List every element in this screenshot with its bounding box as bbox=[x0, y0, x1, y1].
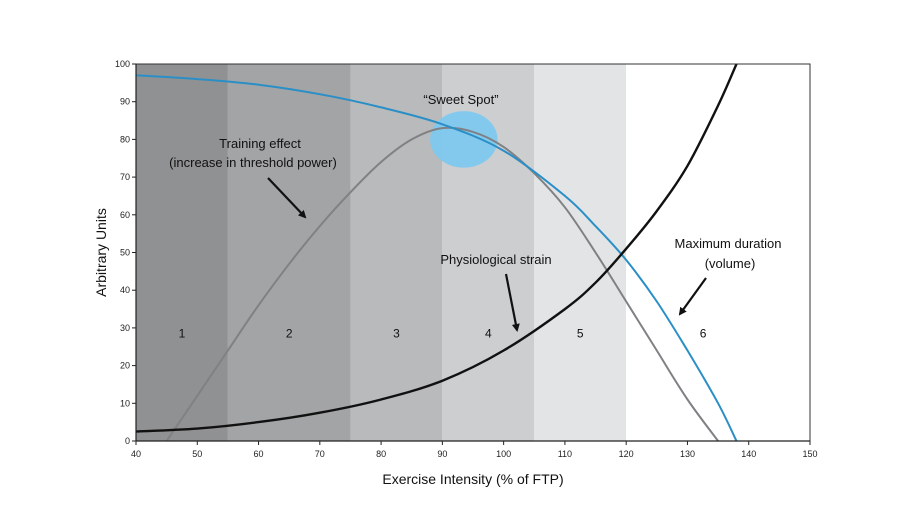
x-tick-label-80: 80 bbox=[376, 449, 386, 459]
physiological-strain-label: Physiological strain bbox=[440, 252, 551, 267]
series-layer bbox=[135, 63, 738, 442]
x-tick-label-70: 70 bbox=[315, 449, 325, 459]
zone-label-4: 4 bbox=[485, 326, 492, 340]
zone-label-2: 2 bbox=[286, 326, 293, 340]
maximum-duration-label-line1: Maximum duration bbox=[675, 236, 782, 251]
x-tick-label-90: 90 bbox=[437, 449, 447, 459]
zone-band-5 bbox=[534, 64, 627, 441]
sweet-spot-ellipse bbox=[430, 111, 498, 168]
y-tick-label-60: 60 bbox=[120, 210, 130, 220]
zone-band-6 bbox=[626, 64, 810, 441]
y-tick-label-0: 0 bbox=[125, 436, 130, 446]
y-tick-label-80: 80 bbox=[120, 134, 130, 144]
x-axis-title: Exercise Intensity (% of FTP) bbox=[382, 471, 563, 487]
zone-band-3 bbox=[350, 64, 443, 441]
training-effect-label-line1: Training effect bbox=[219, 136, 301, 151]
x-tick-label-50: 50 bbox=[192, 449, 202, 459]
y-tick-label-30: 30 bbox=[120, 323, 130, 333]
y-tick-label-90: 90 bbox=[120, 97, 130, 107]
training-effect-arrow bbox=[267, 177, 307, 219]
x-tick-label-60: 60 bbox=[254, 449, 264, 459]
axes-layer: 40 50 60 70 80 90 100 110 120 130 140 1500102030405… bbox=[93, 59, 818, 487]
zone-band-1 bbox=[136, 64, 228, 441]
training-effect-label-line2: (increase in threshold power) bbox=[169, 155, 337, 170]
x-tick-label-100: 100 bbox=[496, 449, 511, 459]
x-tick-label-110: 110 bbox=[558, 449, 572, 459]
y-tick-label-100: 100 bbox=[115, 59, 130, 69]
y-tick-label-10: 10 bbox=[120, 398, 130, 408]
x-tick-label-120: 120 bbox=[619, 449, 634, 459]
x-tick-label-40: 40 bbox=[131, 449, 141, 459]
sweet-spot-layer bbox=[430, 111, 498, 168]
physiological-strain-arrow bbox=[504, 273, 520, 332]
zone-label-6: 6 bbox=[700, 326, 707, 340]
zone-label-1: 1 bbox=[179, 326, 186, 340]
physiological-strain-line bbox=[135, 63, 738, 433]
zone-band-2 bbox=[227, 64, 351, 441]
y-tick-label-40: 40 bbox=[120, 285, 130, 295]
training-effect-line bbox=[165, 126, 719, 442]
x-tick-label-130: 130 bbox=[680, 449, 695, 459]
annotations-layer: “Sweet Spot” Training effect (increase i… bbox=[169, 92, 782, 332]
sweet-spot-label: “Sweet Spot” bbox=[423, 92, 498, 107]
maximum-duration-label-line2: (volume) bbox=[705, 256, 756, 271]
x-tick-label-140: 140 bbox=[741, 449, 756, 459]
maximum-duration-arrow bbox=[678, 277, 707, 316]
x-tick-label-150: 150 bbox=[802, 449, 817, 459]
zone-label-3: 3 bbox=[393, 326, 400, 340]
y-tick-label-20: 20 bbox=[120, 361, 130, 371]
y-tick-label-50: 50 bbox=[120, 248, 130, 258]
y-tick-label-70: 70 bbox=[120, 172, 130, 182]
maximum-duration-line bbox=[135, 74, 738, 442]
zone-label-5: 5 bbox=[577, 326, 584, 340]
y-axis-title: Arbitrary Units bbox=[93, 208, 109, 297]
zone-labels-layer: 1 2 3 4 5 6 bbox=[179, 326, 707, 340]
